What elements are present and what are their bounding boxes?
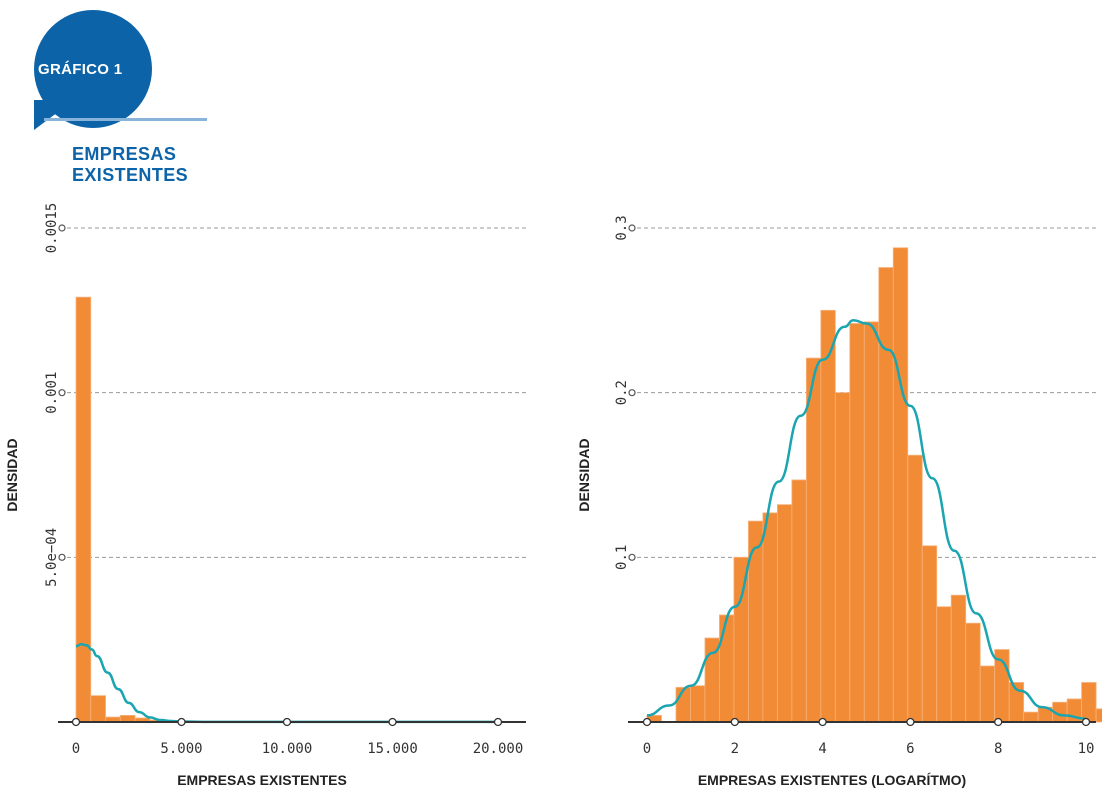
x-tick-label: 4 [818,741,826,757]
x-tick-label: 5.000 [160,741,202,757]
x-tick-label: 10.000 [262,741,313,757]
histogram-bar [690,685,706,723]
figure-number: GRÁFICO 1 [38,61,123,78]
histogram-bar [776,504,793,723]
x-tick-marker [177,717,186,727]
chart-2: 0.1 0.2 0.3 0 2 4 6 8 10 EMPRESAS EXISTENTES (LOG… [576,215,1102,788]
y-tick-label: 0.0015 [44,203,60,254]
y-tick-marker [58,553,66,561]
histogram-bar [791,479,807,723]
x-axis-label: EMPRESAS EXISTENTES (LOGARÍTMO) [698,772,966,788]
y-tick-marker [628,389,636,397]
density-curve [646,318,1087,720]
histogram-bar [892,247,909,723]
y-tick-marker [628,553,636,561]
histogram-bars [75,296,505,723]
histogram-bar [733,556,749,723]
x-tick-label: 6 [906,741,914,757]
histogram-bar [820,309,836,723]
x-tick-marker [388,717,397,727]
x-tick-label: 0 [72,741,80,757]
x-tick-marker [282,717,292,727]
histogram-bar [849,323,865,723]
histogram-bar [90,695,106,723]
y-tick-label: 0.1 [614,545,630,570]
x-axis-label: EMPRESAS EXISTENTES [177,772,347,788]
x-tick-label: 20.000 [473,741,524,757]
y-tick-label: 0.2 [614,380,630,405]
header-rule [44,118,207,121]
x-tick-label: 8 [994,741,1002,757]
x-tick-label: 2 [731,741,739,757]
histogram-bar [748,520,764,723]
histogram-bar [1023,711,1039,723]
figure-title: EMPRESAS EXISTENTES [72,144,189,185]
histogram-bar [921,545,938,723]
y-axis-label: DENSIDAD [576,438,592,511]
y-tick-marker [58,389,66,397]
y-tick-label: 5.0e−04 [44,528,60,587]
y-tick-marker [628,224,636,232]
histogram-bar [1095,708,1102,723]
histogram-bar [75,296,92,723]
x-tick-marker [1081,717,1091,727]
histogram-bar [979,665,996,723]
histogram-bar [1081,682,1097,723]
histogram-bar [719,614,735,723]
density-curve [75,643,498,724]
x-tick-label: 15.000 [367,741,418,757]
histogram-bar [965,622,981,723]
x-tick-marker [71,717,81,727]
x-tick-marker [642,717,652,727]
x-tick-marker [730,717,739,727]
y-tick-label: 0.001 [44,372,60,414]
histogram-bar [950,594,967,723]
x-tick-label: 0 [643,741,651,757]
histogram-bar [936,606,952,723]
chart-1: 5.0e−04 0.001 0.0015 0 5.000 10.000 15.000 20.0… [4,203,526,788]
x-tick-marker [493,717,503,727]
y-tick-label: 0.3 [614,215,630,240]
figure-header: GRÁFICO 1 EMPRESAS EXISTENTES [0,0,260,185]
x-tick-label: 10 [1078,741,1095,757]
x-tick-marker [906,717,915,727]
figure-badge [34,10,152,128]
histogram-bar [834,392,851,723]
histogram-bar [907,454,923,723]
histogram-bar [878,267,894,723]
x-tick-marker [994,717,1003,727]
histogram-bar [762,512,778,723]
x-tick-marker [818,717,827,727]
histogram-bar [805,357,822,723]
histogram-bar [863,321,880,723]
y-tick-marker [58,224,66,232]
y-axis-label: DENSIDAD [4,438,20,511]
histogram-bar [675,687,691,723]
